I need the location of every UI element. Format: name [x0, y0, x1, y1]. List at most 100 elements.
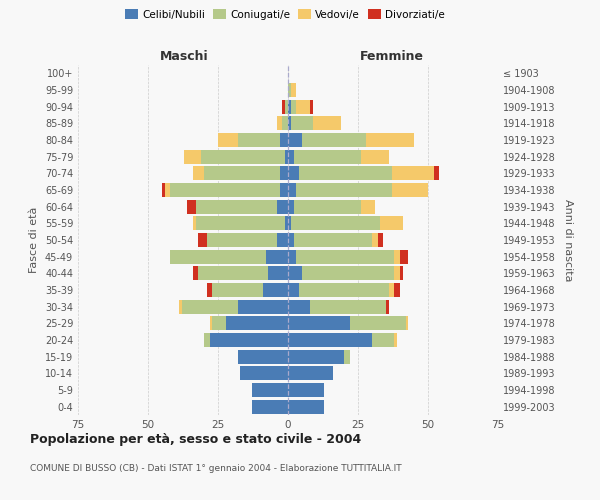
Bar: [299, 166, 392, 180]
Bar: [380, 216, 403, 230]
Bar: [162, 183, 165, 197]
Bar: [199, 233, 207, 247]
Bar: [299, 283, 389, 297]
Bar: [296, 183, 392, 197]
Bar: [296, 100, 310, 114]
Bar: [288, 316, 350, 330]
Bar: [238, 133, 280, 147]
Bar: [170, 250, 266, 264]
Bar: [238, 350, 288, 364]
Bar: [296, 250, 394, 264]
Bar: [165, 183, 170, 197]
Bar: [187, 200, 196, 214]
Bar: [361, 150, 389, 164]
Bar: [288, 366, 333, 380]
Bar: [392, 183, 428, 197]
Bar: [193, 216, 196, 230]
Bar: [386, 300, 389, 314]
Bar: [280, 183, 288, 197]
Bar: [400, 266, 403, 280]
Bar: [204, 166, 280, 180]
Bar: [293, 200, 361, 214]
Bar: [283, 100, 285, 114]
Bar: [288, 233, 293, 247]
Bar: [288, 150, 293, 164]
Bar: [266, 250, 288, 264]
Bar: [207, 283, 212, 297]
Bar: [288, 250, 296, 264]
Bar: [209, 333, 288, 347]
Bar: [288, 216, 291, 230]
Bar: [285, 216, 288, 230]
Bar: [400, 250, 409, 264]
Bar: [377, 233, 383, 247]
Bar: [406, 316, 409, 330]
Bar: [285, 150, 288, 164]
Bar: [280, 133, 288, 147]
Bar: [288, 300, 310, 314]
Bar: [193, 266, 199, 280]
Bar: [241, 366, 288, 380]
Bar: [288, 166, 299, 180]
Bar: [251, 383, 288, 397]
Bar: [277, 116, 283, 130]
Bar: [313, 116, 341, 130]
Bar: [302, 133, 367, 147]
Y-axis label: Fasce di età: Fasce di età: [29, 207, 39, 273]
Bar: [251, 400, 288, 414]
Bar: [291, 100, 296, 114]
Bar: [204, 333, 209, 347]
Bar: [394, 250, 400, 264]
Bar: [288, 133, 302, 147]
Text: Popolazione per età, sesso e stato civile - 2004: Popolazione per età, sesso e stato civil…: [30, 432, 361, 446]
Bar: [184, 150, 201, 164]
Text: Maschi: Maschi: [160, 50, 209, 62]
Bar: [350, 316, 406, 330]
Y-axis label: Anni di nascita: Anni di nascita: [563, 198, 572, 281]
Bar: [207, 233, 277, 247]
Bar: [280, 166, 288, 180]
Bar: [288, 183, 296, 197]
Bar: [212, 316, 226, 330]
Bar: [367, 133, 414, 147]
Bar: [291, 83, 296, 97]
Bar: [293, 233, 372, 247]
Bar: [434, 166, 439, 180]
Legend: Celibi/Nubili, Coniugati/e, Vedovi/e, Divorziati/e: Celibi/Nubili, Coniugati/e, Vedovi/e, Di…: [121, 5, 449, 24]
Bar: [179, 300, 182, 314]
Bar: [277, 200, 288, 214]
Bar: [193, 166, 204, 180]
Bar: [310, 300, 386, 314]
Bar: [310, 100, 313, 114]
Bar: [392, 166, 434, 180]
Bar: [361, 200, 375, 214]
Bar: [288, 200, 293, 214]
Bar: [201, 150, 285, 164]
Text: Femmine: Femmine: [359, 50, 424, 62]
Bar: [394, 333, 397, 347]
Bar: [277, 233, 288, 247]
Bar: [212, 283, 263, 297]
Bar: [288, 266, 302, 280]
Bar: [389, 283, 394, 297]
Bar: [196, 200, 277, 214]
Bar: [288, 116, 291, 130]
Bar: [226, 316, 288, 330]
Bar: [283, 116, 288, 130]
Bar: [288, 333, 372, 347]
Bar: [291, 216, 380, 230]
Bar: [344, 350, 350, 364]
Bar: [218, 133, 238, 147]
Bar: [288, 400, 325, 414]
Bar: [182, 300, 238, 314]
Bar: [263, 283, 288, 297]
Bar: [288, 383, 325, 397]
Bar: [238, 300, 288, 314]
Bar: [293, 150, 361, 164]
Bar: [285, 100, 288, 114]
Bar: [394, 266, 400, 280]
Bar: [394, 283, 400, 297]
Bar: [288, 100, 291, 114]
Bar: [196, 216, 285, 230]
Bar: [209, 316, 212, 330]
